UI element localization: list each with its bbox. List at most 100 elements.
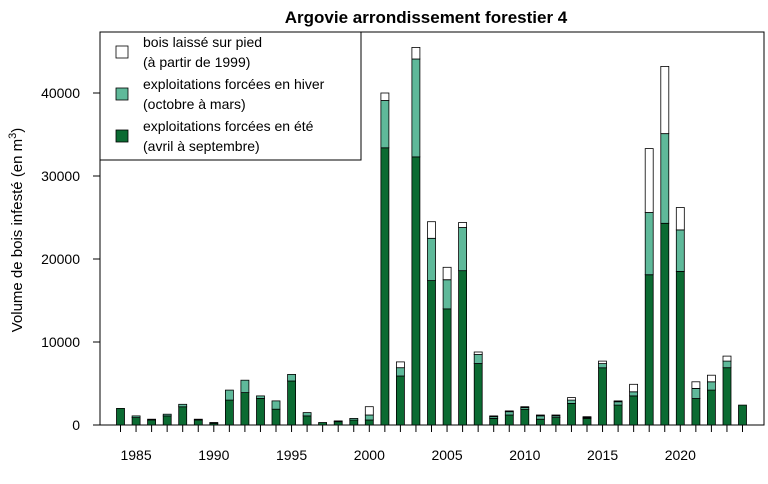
bar-2009-series-0 <box>504 414 514 426</box>
bar-2016-series-2 <box>613 400 623 403</box>
bar-2020-series-1 <box>675 229 685 272</box>
bar-1994-series-1 <box>271 400 281 410</box>
legend-sublabel-series-0: (avril à septembre) <box>143 138 260 154</box>
bar-2019-series-2 <box>660 66 670 134</box>
bars <box>116 47 747 426</box>
bar-1999-series-0 <box>349 419 359 426</box>
bar-2001-series-1 <box>380 100 390 149</box>
bar-2011-series-2 <box>536 414 545 417</box>
bar-1987-series-1 <box>162 413 172 417</box>
bar-2004-series-0 <box>427 280 436 426</box>
bar-2008-series-2 <box>489 415 499 418</box>
y-tick-label: 0 <box>72 417 80 433</box>
bar-1999-series-1 <box>349 417 359 421</box>
bar-1984-series-0 <box>116 407 125 426</box>
bar-1998-series-1 <box>333 420 343 423</box>
bar-1993-series-1 <box>256 395 265 399</box>
legend-label-series-2: bois laissé sur pied <box>143 34 262 50</box>
bar-1989-series-0 <box>193 419 203 426</box>
bar-2017-series-0 <box>629 395 638 426</box>
bar-2019-series-1 <box>660 133 670 224</box>
bar-2010-series-2 <box>520 406 530 408</box>
bar-1985-series-1 <box>131 415 141 418</box>
bar-1986-series-0 <box>147 419 157 426</box>
bar-2016-series-0 <box>613 404 623 426</box>
bar-2012-series-2 <box>551 414 561 417</box>
bar-1992-series-1 <box>240 379 250 394</box>
bar-2003-series-0 <box>411 156 421 426</box>
bar-2006-series-1 <box>458 227 468 272</box>
bar-2019-series-0 <box>660 222 670 426</box>
legend: bois laissé sur pied (à partir de 1999) ex… <box>99 31 362 161</box>
bar-2023-series-0 <box>722 367 732 426</box>
x-tick-label: 2005 <box>431 447 462 463</box>
bar-2002-series-0 <box>395 375 405 426</box>
x-tick-label: 2010 <box>509 447 540 463</box>
bar-2005-series-0 <box>442 308 452 426</box>
legend-sublabel-series-2: (à partir de 1999) <box>143 54 250 70</box>
legend-box <box>99 31 362 161</box>
bar-1998-series-0 <box>333 421 343 426</box>
bar-2024-series-0 <box>738 404 747 426</box>
bar-2003-series-2 <box>411 47 421 60</box>
bar-2009-series-2 <box>504 410 514 413</box>
bar-1990-series-1 <box>209 422 219 424</box>
x-tick-label: 2015 <box>587 447 618 463</box>
bar-2008-series-0 <box>489 417 499 426</box>
bar-2013-series-2 <box>567 397 576 401</box>
bar-2000-series-1 <box>364 414 374 421</box>
bar-1987-series-0 <box>162 415 172 426</box>
y-tick-label: 30000 <box>41 168 80 184</box>
bar-2022-series-1 <box>707 381 716 391</box>
bar-2020-series-0 <box>675 270 685 426</box>
bar-2015-series-0 <box>598 367 607 426</box>
bar-1986-series-1 <box>147 418 157 421</box>
bar-2003-series-1 <box>411 58 421 158</box>
bar-1996-series-1 <box>302 412 312 417</box>
y-axis-label-exponent: 3 <box>7 133 19 139</box>
bar-2004-series-1 <box>427 237 436 282</box>
x-tick-label: 1990 <box>198 447 229 463</box>
x-tick-label: 1995 <box>276 447 307 463</box>
y-tick-label: 10000 <box>41 334 80 350</box>
y-axis-label: Volume de bois infesté (en m3) <box>7 128 26 333</box>
bar-2007-series-1 <box>473 353 483 364</box>
bar-2017-series-2 <box>629 383 638 393</box>
bar-1991-series-1 <box>224 389 234 401</box>
bar-2023-series-1 <box>722 360 732 369</box>
bar-2010-series-0 <box>520 408 530 426</box>
bar-2022-series-2 <box>707 374 716 383</box>
bar-2014-series-2 <box>582 416 592 418</box>
chart-title: Argovie arrondissement forestier 4 <box>285 8 568 27</box>
bar-1988-series-1 <box>178 403 188 408</box>
bar-2018-series-0 <box>644 274 654 426</box>
x-tick-label: 1985 <box>120 447 151 463</box>
bar-2013-series-1 <box>567 399 576 404</box>
legend-label-series-0: exploitations forcées en été <box>143 118 314 134</box>
bar-1993-series-0 <box>256 397 265 426</box>
bar-2002-series-1 <box>395 367 405 377</box>
bar-2001-series-2 <box>380 92 390 101</box>
bar-1988-series-0 <box>178 406 188 426</box>
y-tick-label: 40000 <box>41 85 80 101</box>
bar-2017-series-1 <box>629 391 638 397</box>
bar-2012-series-0 <box>551 417 561 426</box>
bar-2016-series-1 <box>613 401 623 406</box>
y-axis-label-main: Volume de bois infesté (en m <box>9 139 26 332</box>
bar-2007-series-2 <box>473 351 483 355</box>
y-axis-label-suffix: ) <box>9 128 26 133</box>
bar-2013-series-0 <box>567 402 576 426</box>
legend-swatch-series-1 <box>115 87 129 101</box>
bar-2007-series-0 <box>473 363 483 426</box>
y-tick-label: 20000 <box>41 251 80 267</box>
bar-2023-series-2 <box>722 355 732 362</box>
bar-2021-series-1 <box>691 388 701 399</box>
bar-2021-series-2 <box>691 381 701 389</box>
bar-1995-series-0 <box>287 380 297 426</box>
bar-1989-series-1 <box>193 418 203 421</box>
bar-2009-series-1 <box>504 411 514 416</box>
bar-2020-series-2 <box>675 207 685 231</box>
bar-2011-series-0 <box>536 418 545 426</box>
bar-1992-series-0 <box>240 392 250 426</box>
